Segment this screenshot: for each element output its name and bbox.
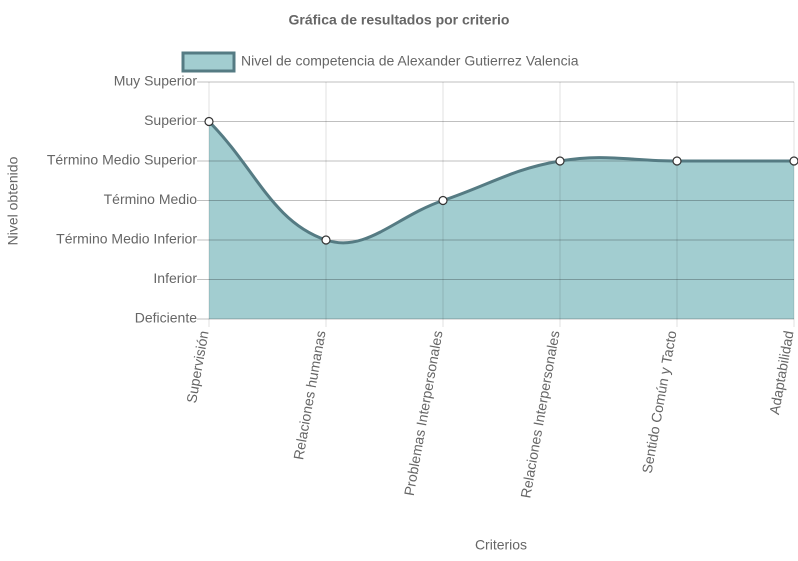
x-tick-label: Sentido Común y Tacto [639, 329, 680, 474]
legend-label: Nivel de competencia de Alexander Gutier… [241, 53, 579, 69]
legend-swatch [181, 51, 236, 73]
chart-title: Gráfica de resultados por criterio [289, 12, 510, 28]
y-tick-label: Término Medio Inferior [56, 231, 197, 247]
point [789, 156, 798, 166]
y-tick-label: Término Medio Superior [47, 152, 198, 168]
point [321, 235, 331, 245]
point [204, 116, 214, 127]
x-tick-label: Relaciones humanas [290, 329, 328, 461]
point [672, 156, 682, 166]
point [555, 156, 565, 166]
y-axis-title: Nivel obtenido [5, 156, 21, 245]
x-tick-label: Supervisión [183, 329, 211, 404]
x-tick-label: Problemas Interpersonales [401, 329, 446, 497]
x-tick-label: Relaciones Interpersonales [517, 329, 562, 499]
y-tick-label: Superior [144, 112, 197, 128]
y-tick-label: Deficiente [135, 310, 197, 326]
y-tick-label: Muy Superior [114, 73, 198, 89]
point [438, 195, 448, 206]
y-tick-label: Inferior [153, 270, 197, 286]
x-axis-title: Criterios [475, 537, 527, 553]
area [209, 121, 794, 319]
y-tick-label: Término Medio [104, 191, 198, 207]
x-tick-label: Adaptabilidad [766, 329, 796, 415]
